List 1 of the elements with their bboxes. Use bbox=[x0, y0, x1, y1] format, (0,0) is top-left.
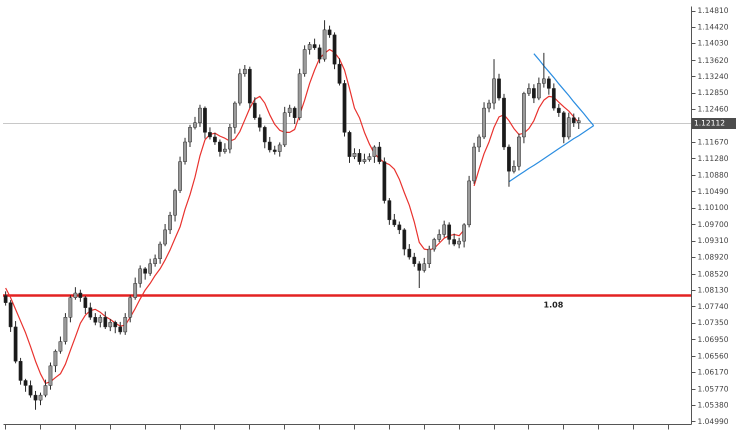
ref-line-label: 1.08 bbox=[544, 300, 564, 310]
